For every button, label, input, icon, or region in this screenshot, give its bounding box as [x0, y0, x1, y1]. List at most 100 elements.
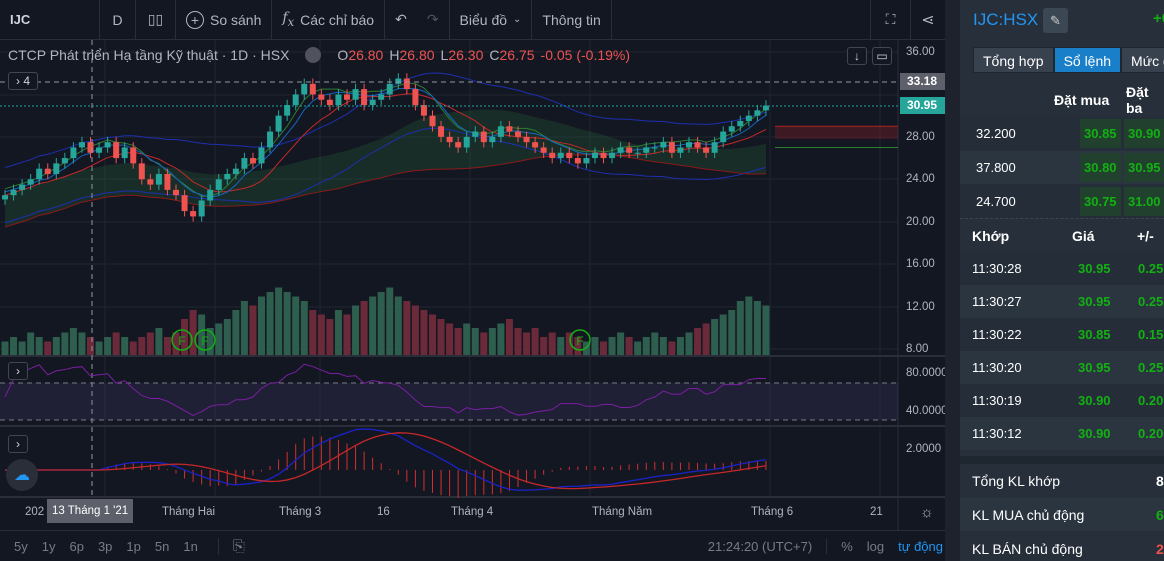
crosshair-time-label: 13 Tháng 1 '21 [47, 499, 134, 523]
candle [643, 147, 650, 153]
volume-bar [694, 328, 702, 355]
time-header: Khớp [972, 227, 1010, 244]
candle [147, 179, 154, 185]
tab-price-levels[interactable]: Mức g [1121, 47, 1164, 73]
chart-style-button[interactable]: ▯▯ [136, 0, 176, 40]
volume-bar [617, 332, 625, 355]
interval-button[interactable]: D [100, 0, 136, 40]
candle [10, 189, 17, 196]
range-5y[interactable]: 5y [14, 538, 28, 554]
candle [745, 115, 752, 121]
candle [617, 147, 624, 153]
candle [412, 89, 419, 106]
symbol-search-button[interactable]: IJC [0, 0, 100, 40]
arrow-down-icon: ↓ [854, 49, 860, 63]
macd-collapse-button[interactable]: › [8, 435, 28, 453]
tab-summary[interactable]: Tổng hợp [973, 47, 1054, 73]
candle [301, 83, 308, 95]
goto-date-icon[interactable]: ⎘ [217, 537, 245, 555]
settings-icon[interactable]: ☼ [920, 504, 934, 521]
candle [369, 99, 376, 106]
range-3m[interactable]: 3p [97, 538, 113, 554]
match-row: 11:30:27 30.95 0.25 [960, 285, 1164, 318]
book-row[interactable]: 32.200 30.85 30.90 [960, 117, 1164, 150]
percent-toggle[interactable]: % [826, 538, 853, 554]
volume-bar [728, 310, 736, 355]
volume-bar [377, 292, 385, 355]
volume-bar [309, 310, 317, 355]
autoscale-button[interactable]: ▭ [872, 47, 892, 65]
volume-bar [557, 337, 565, 355]
auto-toggle[interactable]: tự động [898, 538, 943, 554]
price-tick: 36.00 [906, 46, 935, 58]
candle [438, 126, 445, 137]
range-1d[interactable]: 1n [183, 538, 198, 554]
range-6m[interactable]: 6p [69, 538, 84, 554]
brand-logo[interactable]: ☁ [6, 459, 38, 491]
match-price: 30.95 [1078, 294, 1111, 309]
volume-bar [463, 323, 471, 355]
indicators-label: Các chỉ báo [300, 11, 375, 28]
book-row[interactable]: 24.700 30.75 31.00 [960, 185, 1164, 218]
chart-type-menu[interactable]: Biểu đồ ⌄ [450, 0, 533, 40]
fullscreen-button[interactable]: ⛶ [871, 0, 911, 40]
volume-bar [104, 337, 112, 355]
panel-tabs: Tổng hợp Sổ lệnh Mức g [973, 47, 1164, 73]
info-label: Thông tin [542, 11, 601, 28]
undo-icon: ↶ [395, 11, 407, 27]
book-row[interactable]: 37.800 30.80 30.95 [960, 151, 1164, 184]
volume-bar [163, 337, 171, 355]
candle [130, 147, 137, 164]
candle [506, 126, 513, 132]
undo-button[interactable]: ↶ [385, 0, 417, 40]
volume-bar [223, 319, 231, 355]
indicators-button[interactable]: fx Các chỉ báo [272, 0, 386, 40]
candle [429, 115, 436, 127]
series-title: CTCP Phát triển Hạ tầng Kỹ thuật · 1D · … [8, 47, 290, 63]
match-time: 11:30:28 [972, 261, 1022, 276]
rsi-collapse-button[interactable]: › [8, 362, 28, 380]
candle [138, 163, 145, 180]
summary-value: 6. [1156, 506, 1164, 523]
volume-bar [497, 323, 505, 355]
candle [395, 78, 402, 84]
tab-orderbook[interactable]: Sổ lệnh [1053, 47, 1122, 73]
hide-legend-icon[interactable] [305, 47, 322, 63]
panel-divider[interactable] [945, 0, 960, 561]
open-value: 26.80 [348, 47, 384, 63]
range-1y[interactable]: 1y [41, 538, 56, 554]
match-change: 0.25 [1138, 261, 1164, 276]
info-button[interactable]: Thông tin [532, 0, 612, 40]
log-toggle[interactable]: log [866, 538, 885, 554]
candle [224, 173, 231, 180]
match-time: 11:30:12 [972, 426, 1022, 441]
range-1m[interactable]: 1p [126, 538, 141, 554]
summary-label: KL MUA chủ động [972, 506, 1085, 523]
volume-bar [634, 341, 642, 355]
match-change: 0.25 [1138, 294, 1164, 309]
candle [335, 94, 342, 106]
edit-symbol-button[interactable]: ✎ [1043, 8, 1068, 33]
candle [591, 152, 598, 159]
symbol-label: IJC [10, 12, 31, 27]
candle [361, 89, 368, 106]
volume-bar [454, 328, 462, 355]
range-5d[interactable]: 5n [154, 538, 170, 554]
scroll-down-button[interactable]: ↓ [847, 47, 867, 65]
volume-bar [181, 319, 189, 355]
match-row: 11:30:12 30.90 0.20 [960, 417, 1164, 450]
indicators-collapse-button[interactable]: › 4 [8, 72, 38, 90]
volume-bar [112, 332, 120, 355]
ichimoku-cloud [5, 109, 766, 228]
clock: 21:24:20 (UTC+7) [707, 538, 813, 554]
time-label: 21 [870, 506, 883, 518]
compare-label: So sánh [210, 11, 262, 28]
volume-bar [249, 305, 257, 355]
top-toolbar: IJC D ▯▯ + So sánh fx Các chỉ báo ↶ ↷ Biểu… [0, 0, 945, 40]
rsi-band [0, 383, 898, 420]
share-button[interactable]: ⋖ [911, 0, 945, 40]
compare-button[interactable]: + So sánh [176, 0, 273, 40]
redo-button[interactable]: ↷ [417, 0, 450, 40]
candle [44, 168, 51, 174]
